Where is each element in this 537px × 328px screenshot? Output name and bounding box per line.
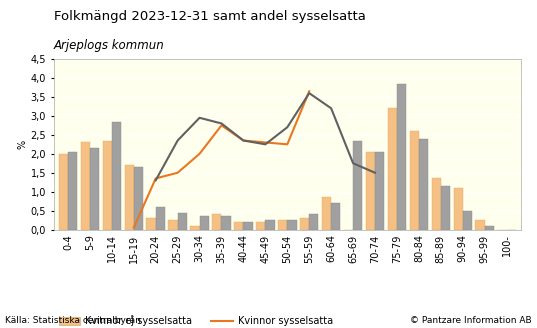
Bar bbox=[90, 148, 99, 230]
Bar bbox=[410, 131, 419, 230]
Bar bbox=[300, 218, 309, 230]
Bar bbox=[366, 152, 375, 230]
Bar bbox=[353, 140, 362, 230]
Legend: Kvinnor ej sysselsatta, Män ej sysselsatta, Kvinnor sysselsatta, Män sysselsatta: Kvinnor ej sysselsatta, Män ej sysselsat… bbox=[59, 316, 332, 328]
Bar bbox=[112, 122, 121, 230]
Bar bbox=[212, 215, 221, 230]
Bar bbox=[81, 142, 90, 230]
Bar bbox=[432, 178, 441, 230]
Bar bbox=[309, 215, 318, 230]
Bar bbox=[103, 140, 112, 230]
Bar bbox=[169, 220, 178, 230]
Bar bbox=[200, 216, 209, 230]
Text: Arjeplogs kommun: Arjeplogs kommun bbox=[54, 39, 164, 52]
Bar bbox=[243, 222, 252, 230]
Y-axis label: %: % bbox=[18, 140, 28, 149]
Bar bbox=[463, 211, 472, 230]
Bar bbox=[134, 167, 143, 230]
Bar bbox=[475, 220, 485, 230]
Text: © Pantzare Information AB: © Pantzare Information AB bbox=[410, 316, 532, 325]
Bar bbox=[388, 108, 397, 230]
Bar bbox=[322, 197, 331, 230]
Bar bbox=[278, 220, 287, 230]
Bar bbox=[125, 165, 134, 230]
Bar bbox=[265, 220, 274, 230]
Bar bbox=[375, 152, 384, 230]
Bar bbox=[221, 216, 231, 230]
Bar bbox=[256, 222, 265, 230]
Bar bbox=[68, 152, 77, 230]
Bar bbox=[178, 213, 187, 230]
Bar bbox=[287, 220, 296, 230]
Bar bbox=[156, 207, 165, 230]
Bar bbox=[59, 154, 68, 230]
Bar bbox=[147, 218, 156, 230]
Bar bbox=[485, 226, 494, 230]
Bar bbox=[419, 139, 428, 230]
Bar bbox=[441, 186, 450, 230]
Bar bbox=[190, 226, 200, 230]
Text: Folkmängd 2023-12-31 samt andel sysselsatta: Folkmängd 2023-12-31 samt andel sysselsa… bbox=[54, 10, 366, 23]
Bar bbox=[454, 188, 463, 230]
Text: Källa: Statistiska centralbyrån: Källa: Statistiska centralbyrån bbox=[5, 315, 141, 325]
Bar bbox=[234, 222, 243, 230]
Bar bbox=[397, 84, 406, 230]
Bar bbox=[331, 203, 340, 230]
